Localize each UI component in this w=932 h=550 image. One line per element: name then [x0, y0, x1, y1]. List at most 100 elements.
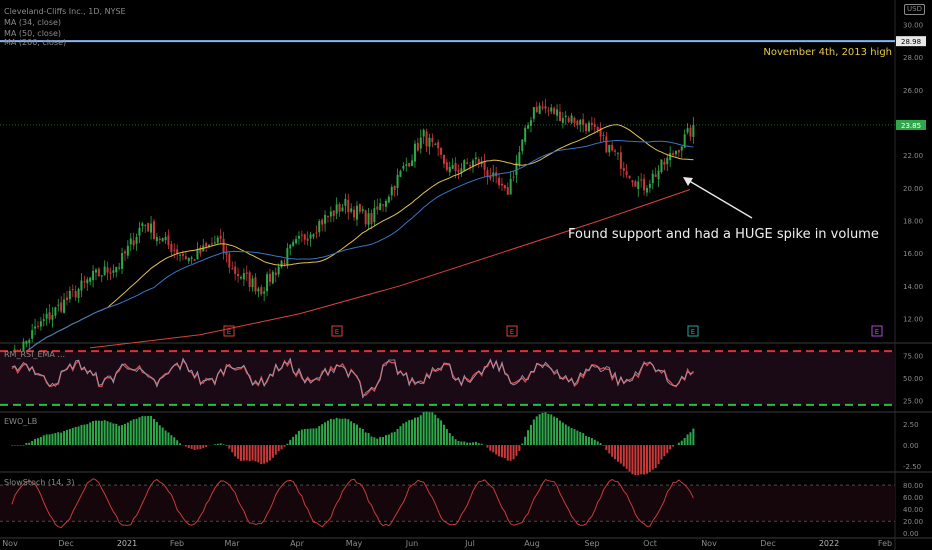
candle-body — [500, 183, 503, 186]
candle-body — [471, 160, 474, 167]
candle-body — [677, 150, 680, 153]
candle-body — [382, 204, 385, 206]
candle-body — [477, 159, 480, 164]
candle-body — [614, 150, 617, 152]
ewo-bar — [248, 445, 251, 462]
ewo-bar — [65, 429, 68, 446]
candle-body — [622, 167, 625, 171]
candle-body — [86, 279, 89, 284]
candle-body — [645, 188, 648, 193]
candle-body — [582, 119, 585, 125]
ewo-bar — [466, 442, 469, 446]
currency-badge[interactable]: USD — [904, 4, 925, 15]
candle-body — [234, 266, 237, 274]
ewo-bar — [495, 445, 498, 455]
ewo-bar — [94, 420, 97, 446]
ewo-bar — [112, 423, 115, 446]
ewo-bar — [492, 445, 495, 453]
candle-body — [100, 275, 103, 277]
ewo-bar — [643, 445, 646, 475]
ewo-bar — [683, 437, 686, 446]
ewo-bar — [266, 445, 269, 463]
ewo-bar — [123, 423, 126, 446]
candle-body — [268, 273, 271, 282]
ewo-bar — [634, 445, 637, 476]
candle-body — [527, 125, 530, 129]
x-tick-label: Jun — [405, 539, 419, 548]
ewo-bar — [402, 423, 405, 446]
candle-body — [611, 144, 614, 151]
ewo-bar — [202, 445, 205, 448]
ewo-bar — [251, 445, 254, 461]
ma200-legend: MA (200, close) — [4, 38, 67, 47]
candle-body — [408, 162, 411, 167]
candle-body — [669, 152, 672, 161]
ewo-bar — [74, 426, 77, 446]
candle-body — [628, 175, 631, 179]
ewo-bar — [440, 420, 443, 446]
candle-body — [492, 172, 495, 177]
rsi-pane-title: RM_RSI_EMA ... — [4, 350, 66, 359]
candle-body — [454, 163, 457, 171]
candle-body — [524, 127, 527, 142]
ewo-bar — [51, 433, 54, 446]
candle-body — [344, 198, 347, 206]
candle-body — [239, 277, 242, 279]
x-tick-label: Mar — [224, 539, 240, 548]
candle-body — [355, 205, 358, 220]
ewo-bar — [213, 444, 216, 446]
candle-body — [544, 106, 547, 109]
chart-title: Cleveland-Cliffs Inc., 1D, NYSE — [4, 7, 126, 16]
ewo-bar — [158, 425, 161, 446]
ewo-bar — [521, 443, 524, 446]
ewo-bar — [42, 435, 45, 446]
candle-body — [596, 126, 599, 131]
ewo-bar — [234, 445, 237, 457]
ewo-bar — [48, 434, 51, 446]
ewo-bar — [25, 442, 28, 446]
candle-body — [141, 223, 144, 226]
ewo-bar — [324, 422, 327, 446]
candle-body — [567, 117, 570, 122]
ewo-bar — [550, 414, 553, 446]
ewo-bar — [135, 418, 138, 446]
candle-body — [251, 278, 254, 288]
ewo-bar — [573, 429, 576, 446]
stoch-pane-title: SlowStoch (14, 3) — [4, 478, 75, 487]
candle-body — [263, 291, 266, 294]
candle-body — [309, 234, 312, 239]
candle-body — [219, 235, 222, 239]
ewo-bar — [677, 442, 680, 446]
candle-body — [416, 142, 419, 151]
ewo-bar — [254, 445, 257, 462]
candle-body — [277, 266, 280, 275]
candle-body — [36, 325, 39, 327]
price-tick-label: 22.00 — [903, 152, 923, 160]
candle-body — [535, 106, 538, 112]
ewo-bar — [527, 430, 530, 446]
candle-body — [63, 299, 66, 313]
candle-body — [289, 244, 292, 249]
ewo-bar — [86, 424, 89, 446]
candle-body — [152, 221, 155, 239]
ewo-bar — [587, 436, 590, 446]
ewo-bar — [413, 417, 416, 446]
ewo-bar — [535, 416, 538, 446]
candle-body — [89, 277, 92, 282]
candle-body — [173, 249, 176, 251]
ewo-bar — [486, 445, 489, 448]
ewo-tick-label: 2.50 — [903, 421, 919, 429]
candle-body — [608, 144, 611, 153]
candle-body — [77, 289, 80, 298]
ewo-bar — [312, 428, 315, 446]
candle-body — [605, 136, 608, 153]
ewo-tick-label: 0.00 — [903, 442, 919, 450]
x-tick-label: May — [346, 539, 363, 548]
rsi-tick-label: 50.00 — [903, 375, 923, 383]
ewo-bar — [570, 428, 573, 446]
candle-body — [379, 203, 382, 210]
candle-body — [384, 200, 387, 207]
candle-body — [184, 256, 187, 259]
candle-body — [297, 235, 300, 239]
